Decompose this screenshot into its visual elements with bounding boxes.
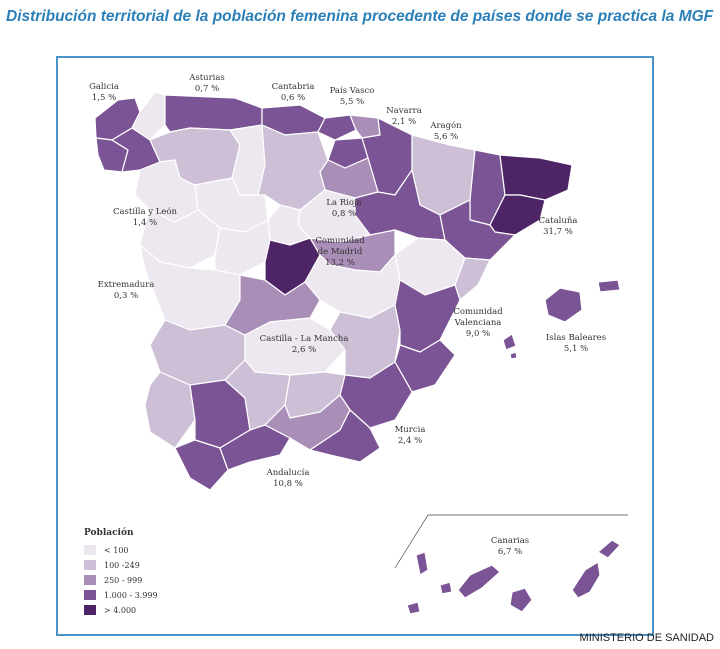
legend-swatch bbox=[84, 560, 96, 570]
label-asturias: Asturias 0,7 % bbox=[189, 73, 225, 94]
page-title: Distribución territorial de la población… bbox=[6, 8, 714, 25]
province-vizcaya bbox=[317, 114, 357, 141]
label-baleares: Islas Baleares 5,1 % bbox=[545, 333, 607, 354]
label-extremadura: Extremadura 0,3 % bbox=[97, 280, 155, 301]
legend-title: Población bbox=[84, 528, 134, 538]
island-menorca bbox=[597, 279, 621, 293]
island-gran-canaria bbox=[509, 587, 533, 613]
legend-item: > 4.000 bbox=[84, 605, 136, 615]
island-ibiza bbox=[502, 333, 517, 351]
legend-swatch bbox=[84, 590, 96, 600]
label-pais-vasco: País Vasco 5,5 % bbox=[329, 86, 375, 107]
label-madrid: Comunidad de Madrid 13,2 % bbox=[315, 236, 365, 268]
label-aragon: Aragón 5,6 % bbox=[430, 121, 462, 142]
province-girona bbox=[499, 154, 573, 201]
label-murcia: Murcia 2,4 % bbox=[394, 425, 426, 446]
legend-swatch bbox=[84, 605, 96, 615]
province-almeria bbox=[309, 409, 381, 463]
label-canarias: Canarias 6,7 % bbox=[490, 536, 530, 557]
province-granada bbox=[264, 394, 351, 451]
legend-swatch bbox=[84, 575, 96, 585]
label-castilla-leon: Castilla y León 1,4 % bbox=[112, 207, 178, 228]
island-fuerteventura bbox=[571, 561, 601, 599]
island-tenerife bbox=[457, 564, 501, 599]
legend-item: 1.000 - 3.999 bbox=[84, 590, 158, 600]
province-guipuzcoa bbox=[349, 114, 381, 139]
legend-item: < 100 bbox=[84, 545, 129, 555]
province-huelva bbox=[144, 371, 196, 449]
island-la-palma bbox=[415, 551, 429, 576]
source-credit: MINISTERIO DE SANIDAD bbox=[579, 632, 714, 644]
label-cantabria: Cantabria 0,6 % bbox=[271, 82, 315, 103]
label-navarra: Navarra 2,1 % bbox=[386, 106, 422, 127]
label-cataluna: Cataluña 31,7 % bbox=[538, 216, 578, 237]
legend-item: 100 -249 bbox=[84, 560, 140, 570]
island-el-hierro bbox=[406, 601, 421, 615]
province-malaga bbox=[219, 424, 291, 471]
island-mallorca bbox=[544, 287, 583, 323]
label-valenciana: Comunidad Valenciana 9,0 % bbox=[453, 307, 503, 339]
legend-swatch bbox=[84, 545, 96, 555]
province-asturias bbox=[164, 94, 263, 133]
island-la-gomera bbox=[439, 581, 453, 595]
province-alicante bbox=[394, 339, 456, 393]
island-formentera bbox=[509, 351, 518, 360]
legend-item: 250 - 999 bbox=[84, 575, 142, 585]
label-andalucia: Andalucía 10,8 % bbox=[266, 468, 310, 489]
province-salamanca bbox=[139, 209, 221, 269]
label-castilla-mancha: Castilla - La Mancha 2,6 % bbox=[259, 334, 349, 355]
canarias-inset-line bbox=[394, 514, 628, 569]
label-galicia: Galicia 1,5 % bbox=[89, 82, 119, 103]
island-lanzarote bbox=[597, 539, 621, 559]
label-la-rioja: La Rioja 0,8 % bbox=[326, 198, 362, 219]
